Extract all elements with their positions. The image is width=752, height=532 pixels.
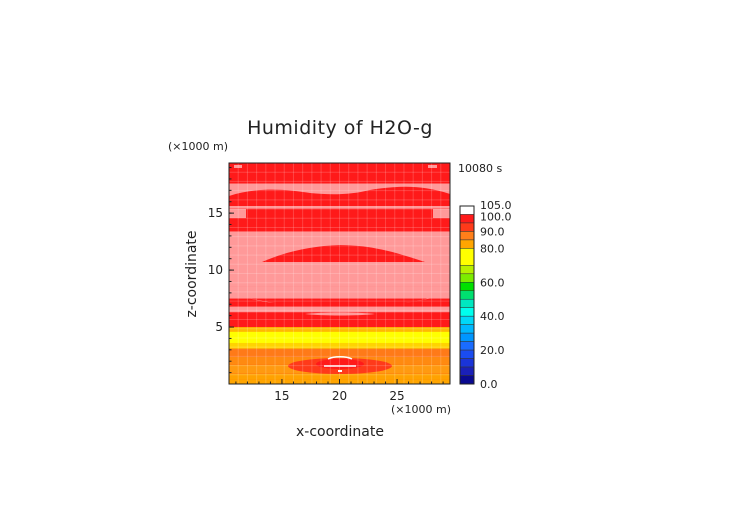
- colorbar-segment-8: [459, 282, 475, 292]
- x-axis-label: x-coordinate: [296, 424, 384, 440]
- colorbar-frame: [459, 205, 475, 385]
- colorbar-label-3: 80.0: [480, 242, 505, 255]
- field-band-10: [229, 298, 450, 307]
- colorbar-label-1: 100.0: [480, 210, 512, 223]
- top-right-notch: [433, 209, 450, 218]
- field-band-13: [229, 208, 450, 232]
- x-axis-unit: (×1000 m): [391, 403, 451, 416]
- colorbar-label-6: 20.0: [480, 344, 505, 357]
- x-tick-label-1: 20: [332, 389, 347, 403]
- x-tick-label-2: 25: [389, 389, 404, 403]
- y-axis-label: z-coordinate: [184, 230, 200, 317]
- field-band-1: [229, 373, 450, 380]
- colorbar-segment-17: [459, 358, 475, 368]
- colorbar-segment-7: [459, 273, 475, 283]
- colorbar-segment-10: [459, 298, 475, 308]
- colorbar-label-5: 40.0: [480, 310, 505, 323]
- colorbar-segment-3: [459, 231, 475, 241]
- field-band-4: [229, 348, 450, 357]
- field-band-9: [229, 306, 450, 313]
- field-band-8: [229, 312, 450, 328]
- field-band-11: [229, 286, 450, 299]
- field-band-7: [229, 327, 450, 332]
- chart-title: Humidity of H2O-g: [247, 117, 433, 139]
- colorbar-segment-6: [459, 265, 475, 275]
- y-tick-label-0: 5: [215, 320, 223, 334]
- grid-lines: [229, 163, 450, 384]
- upper-red-dome: [229, 186, 450, 206]
- y-tick-label-1: 10: [208, 263, 223, 277]
- colorbar: [459, 205, 475, 385]
- colorbar-label-7: 0.0: [480, 378, 498, 391]
- surface-white-arc: [327, 356, 353, 360]
- surface-white-spot: [338, 370, 342, 372]
- x-axis-ticks: 15 20 25: [235, 379, 444, 403]
- colorbar-segment-15: [459, 341, 475, 351]
- y-axis-ticks: 5 10 15: [208, 167, 234, 374]
- colorbar-segment-5: [459, 248, 475, 266]
- colorbar-label-2: 90.0: [480, 225, 505, 238]
- colorbar-segment-1: [459, 214, 475, 224]
- colorbar-segment-11: [459, 307, 475, 317]
- colorbar-segment-12: [459, 315, 475, 325]
- field-band-6: [229, 331, 450, 343]
- colorbar-segment-9: [459, 290, 475, 300]
- y-axis-unit: (×1000 m): [168, 140, 228, 153]
- corner-blip-right: [428, 165, 437, 168]
- colorbar-segment-14: [459, 332, 475, 342]
- colorbar-label-4: 60.0: [480, 276, 505, 289]
- colorbar-segment-18: [459, 366, 475, 376]
- middle-red-dome: [262, 245, 425, 262]
- field-band-15: [229, 163, 450, 184]
- time-label: 10080 s: [458, 162, 502, 175]
- corner-blip-left: [234, 165, 242, 168]
- top-left-notch: [229, 209, 246, 218]
- colorbar-segment-13: [459, 324, 475, 334]
- colorbar-label-0: 105.0: [480, 199, 512, 212]
- colorbar-segment-2: [459, 222, 475, 232]
- colorbar-segment-16: [459, 349, 475, 359]
- x-tick-label-0: 15: [274, 389, 289, 403]
- field-band-5: [229, 342, 450, 349]
- humidity-field: [229, 163, 450, 384]
- colorbar-segment-4: [459, 239, 475, 249]
- y-tick-label-2: 15: [208, 206, 223, 220]
- colorbar-segment-0: [459, 205, 475, 215]
- colorbar-segment-19: [459, 375, 475, 385]
- lower-pink-strip: [305, 312, 375, 316]
